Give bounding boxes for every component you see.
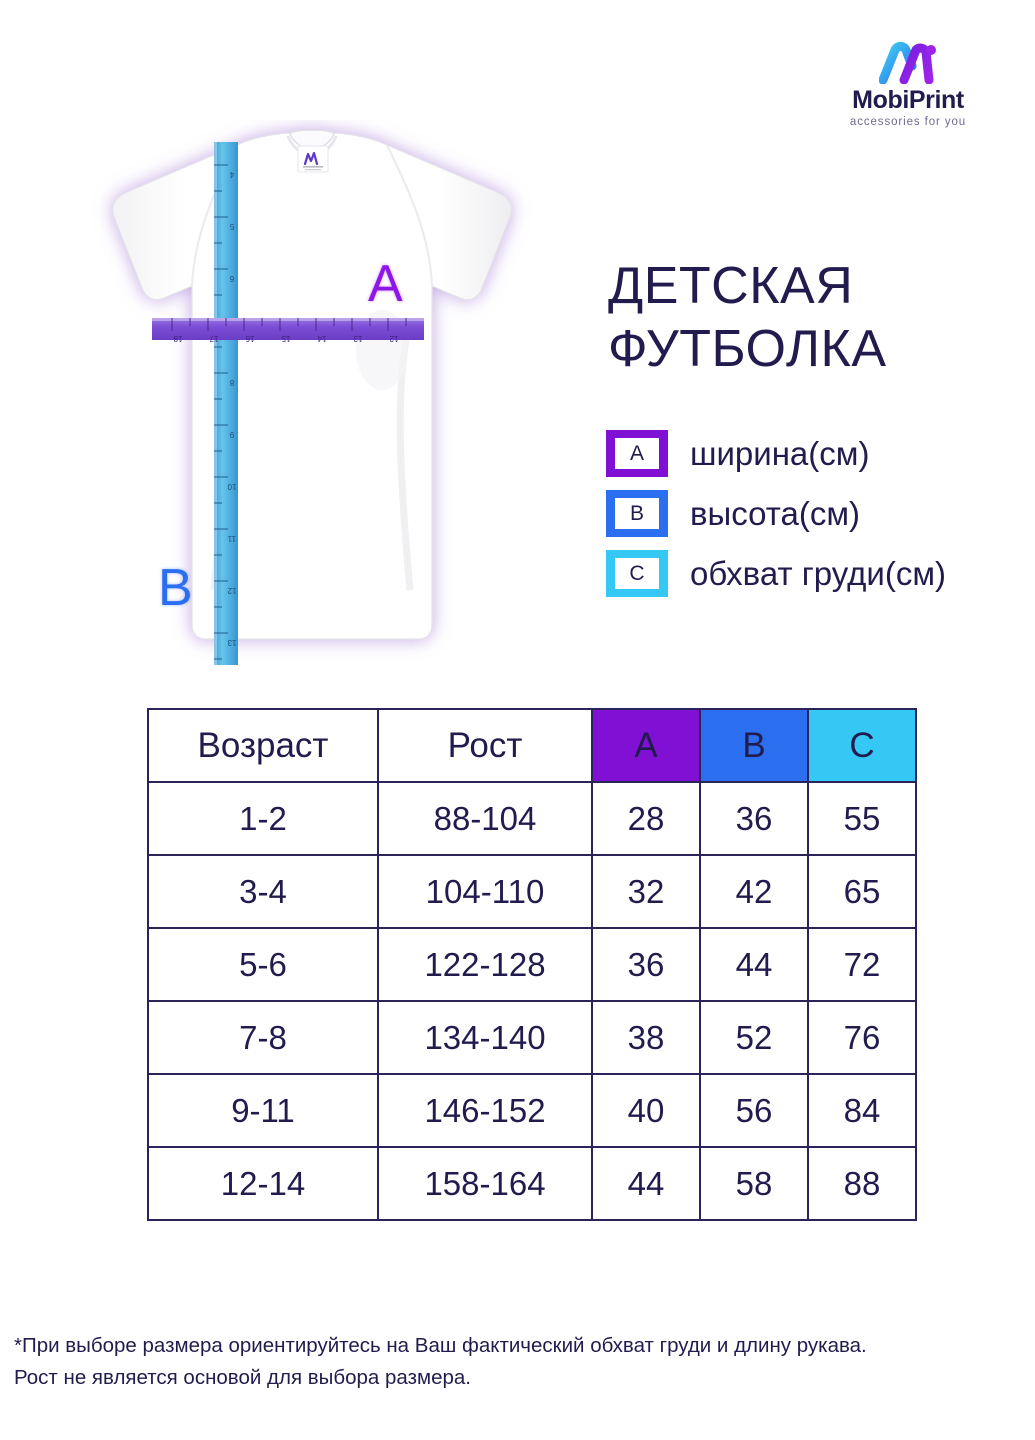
legend-badge-a: A [606, 430, 668, 477]
table-cell: 56 [699, 1073, 809, 1148]
legend-item-b: B высота(см) [606, 490, 946, 537]
column-header-a: A [591, 708, 701, 783]
horizontal-ruler-a: 18 17 16 15 14 13 12 [152, 318, 424, 343]
svg-text:5: 5 [229, 222, 234, 231]
svg-text:6: 6 [229, 274, 234, 283]
table-cell: 5-6 [147, 927, 379, 1002]
legend-badge-b: B [606, 490, 668, 537]
table-cell: 122-128 [377, 927, 593, 1002]
column-header-c: C [807, 708, 917, 783]
table-cell: 88-104 [377, 781, 593, 856]
table-cell: 76 [807, 1000, 917, 1075]
table-cell: 36 [699, 781, 809, 856]
svg-text:11: 11 [227, 534, 236, 543]
svg-text:13: 13 [353, 334, 362, 343]
legend-item-a: A ширина(см) [606, 430, 946, 477]
table-cell: 65 [807, 854, 917, 929]
tshirt-label-b: B [158, 559, 193, 617]
table-cell: 84 [807, 1073, 917, 1148]
table-cell: 88 [807, 1146, 917, 1221]
table-cell: 55 [807, 781, 917, 856]
svg-text:12: 12 [389, 334, 398, 343]
table-cell: 134-140 [377, 1000, 593, 1075]
legend-badge-a-letter: A [615, 438, 659, 469]
table-row: 9-11 146-152 40 56 84 [147, 1073, 917, 1148]
table-cell: 1-2 [147, 781, 379, 856]
table-cell: 3-4 [147, 854, 379, 929]
svg-text:9: 9 [229, 430, 234, 439]
table-cell: 7-8 [147, 1000, 379, 1075]
table-row: 1-2 88-104 28 36 55 [147, 781, 917, 856]
table-cell: 40 [591, 1073, 701, 1148]
table-cell: 146-152 [377, 1073, 593, 1148]
svg-text:18: 18 [173, 334, 182, 343]
svg-text:15: 15 [281, 334, 290, 343]
table-cell: 38 [591, 1000, 701, 1075]
column-header-b: B [699, 708, 809, 783]
table-cell: 42 [699, 854, 809, 929]
column-header-height: Рост [377, 708, 593, 783]
svg-text:10: 10 [227, 482, 236, 491]
legend-badge-c-letter: C [615, 558, 659, 589]
svg-text:17: 17 [209, 334, 218, 343]
table-cell: 58 [699, 1146, 809, 1221]
table-row: 3-4 104-110 32 42 65 [147, 854, 917, 929]
svg-text:14: 14 [317, 334, 326, 343]
table-cell: 32 [591, 854, 701, 929]
legend-badge-c: C [606, 550, 668, 597]
neck-tag-icon [297, 145, 329, 173]
size-selection-note: *При выборе размера ориентируйтесь на Ва… [14, 1334, 867, 1389]
svg-text:4: 4 [229, 170, 234, 179]
table-cell: 12-14 [147, 1146, 379, 1221]
table-header-row: Возраст Рост A B C [147, 708, 917, 783]
table-cell: 52 [699, 1000, 809, 1075]
svg-text:8: 8 [229, 378, 234, 387]
table-cell: 104-110 [377, 854, 593, 929]
table-cell: 158-164 [377, 1146, 593, 1221]
measurement-legend: A ширина(см) B высота(см) C обхват груди… [606, 430, 946, 610]
table-row: 5-6 122-128 36 44 72 [147, 927, 917, 1002]
legend-badge-b-letter: B [615, 498, 659, 529]
table-row: 12-14 158-164 44 58 88 [147, 1146, 917, 1221]
table-cell: 28 [591, 781, 701, 856]
mobiprint-m-logo-icon [813, 38, 1003, 86]
tshirt-label-a: A [368, 255, 403, 313]
brand-logo: MobiPrint accessories for you [813, 38, 1003, 128]
legend-item-c: C обхват груди(см) [606, 550, 946, 597]
legend-label-a: ширина(см) [690, 435, 870, 472]
table-cell: 72 [807, 927, 917, 1002]
table-cell: 44 [699, 927, 809, 1002]
table-body: 1-2 88-104 28 36 55 3-4 104-110 32 42 65 5-6 122-12… [147, 781, 917, 1221]
svg-text:16: 16 [245, 334, 254, 343]
svg-text:12: 12 [227, 586, 236, 595]
svg-text:13: 13 [227, 638, 236, 647]
brand-tagline: accessories for you [849, 116, 967, 129]
legend-label-b: высота(см) [690, 495, 861, 532]
legend-label-c: обхват груди(см) [690, 555, 947, 592]
table-cell: 9-11 [147, 1073, 379, 1148]
table-row: 7-8 134-140 38 52 76 [147, 1000, 917, 1075]
size-chart-table: Возраст Рост A B C 1-2 88-104 28 36 55 3-4 104… [147, 708, 917, 1221]
column-header-age: Возраст [147, 708, 379, 783]
page-title: ДЕТСКАЯ ФУТБОЛКА [608, 257, 887, 379]
table-cell: 44 [591, 1146, 701, 1221]
table-cell: 36 [591, 927, 701, 1002]
brand-name: MobiPrint [852, 86, 964, 114]
